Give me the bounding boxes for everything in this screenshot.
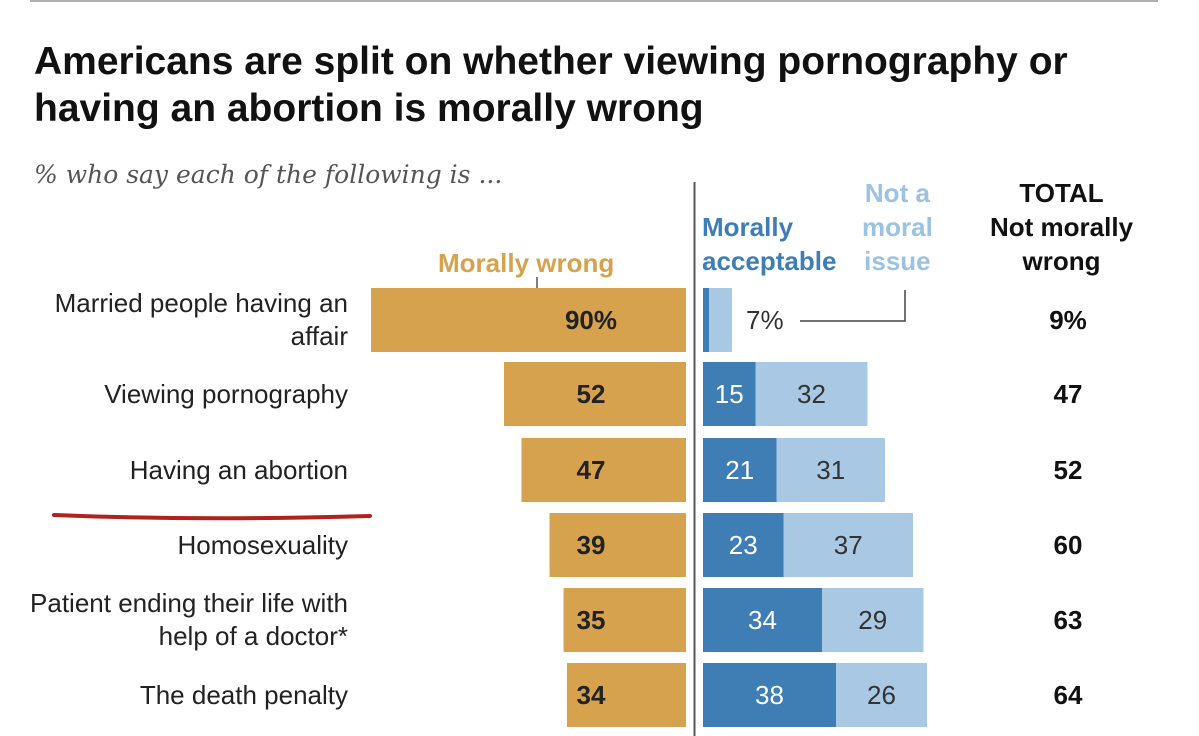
label-morally-acceptable: 21 [725,455,754,485]
label-not-moral-issue: 29 [858,605,887,635]
bar-not-moral-issue [709,288,732,352]
bar-not-moral-issue [776,438,885,502]
label-total-not-morally-wrong: 52 [1054,455,1083,485]
label-morally-wrong: 90% [565,305,617,335]
bar-morally-wrong [563,588,686,652]
annotation-underline [52,513,372,521]
bar-not-moral-issue [822,588,924,652]
row-label: Viewing pornography [104,378,348,409]
bar-morally-wrong [567,663,686,727]
label-morally-acceptable: 23 [729,530,758,560]
top-rule [30,0,1158,2]
label-total-not-morally-wrong: 63 [1054,605,1083,635]
label-not-moral-issue: 32 [797,379,826,409]
row-label: Patient ending their life with help of a… [30,588,348,651]
bar-morally-wrong [371,288,686,352]
row-label: The death penalty [139,679,348,710]
bar-not-moral-issue [836,663,927,727]
header-total-not-morally-wrong: TOTAL Not morally wrong [990,178,1134,276]
bar-morally-acceptable [703,588,822,652]
label-morally-wrong: 39 [577,530,606,560]
chart-subtitle: % who say each of the following is ... [34,160,503,189]
label-morally-wrong: 35 [577,605,606,635]
label-total-not-morally-wrong: 64 [1054,680,1083,710]
bar-morally-acceptable [703,663,836,727]
label-morally-acceptable: 38 [755,680,784,710]
bar-morally-wrong [521,438,686,502]
bar-not-moral-issue [783,513,913,577]
row-label: Having an abortion [129,454,348,485]
bar-morally-wrong [549,513,686,577]
label-not-moral-issue: 31 [816,455,845,485]
label-morally-wrong: 47 [577,455,606,485]
header-morally-acceptable-line2: acceptable [702,246,837,276]
label-morally-wrong: 52 [577,379,606,409]
bar-morally-acceptable [703,288,709,352]
label-not-moral-issue: 7% [746,305,784,335]
row-label: Homosexuality [177,529,348,560]
bar-morally-acceptable [703,362,756,426]
bar-morally-acceptable [703,513,784,577]
header-morally-acceptable: Morally acceptable [702,210,836,278]
row-label: Married people having an affair [54,288,348,351]
bar-not-moral-issue [755,362,868,426]
label-not-moral-issue: 26 [867,680,896,710]
header-morally-wrong: Morally wrong [438,248,615,278]
label-morally-acceptable: 34 [748,605,777,635]
label-morally-acceptable: 15 [715,379,744,409]
label-total-not-morally-wrong: 60 [1054,530,1083,560]
bar-morally-acceptable [703,438,777,502]
header-morally-acceptable-line1: Morally [702,212,794,242]
callout-leader-line [800,290,906,322]
label-morally-wrong: 34 [577,680,606,710]
header-not-moral-issue: Not a moral issue [862,178,933,276]
bar-morally-wrong [504,362,686,426]
label-total-not-morally-wrong: 47 [1054,379,1083,409]
label-not-moral-issue: 37 [834,530,863,560]
label-total-not-morally-wrong: 9% [1049,305,1087,335]
chart-title: Americans are split on whether viewing p… [34,40,1068,130]
